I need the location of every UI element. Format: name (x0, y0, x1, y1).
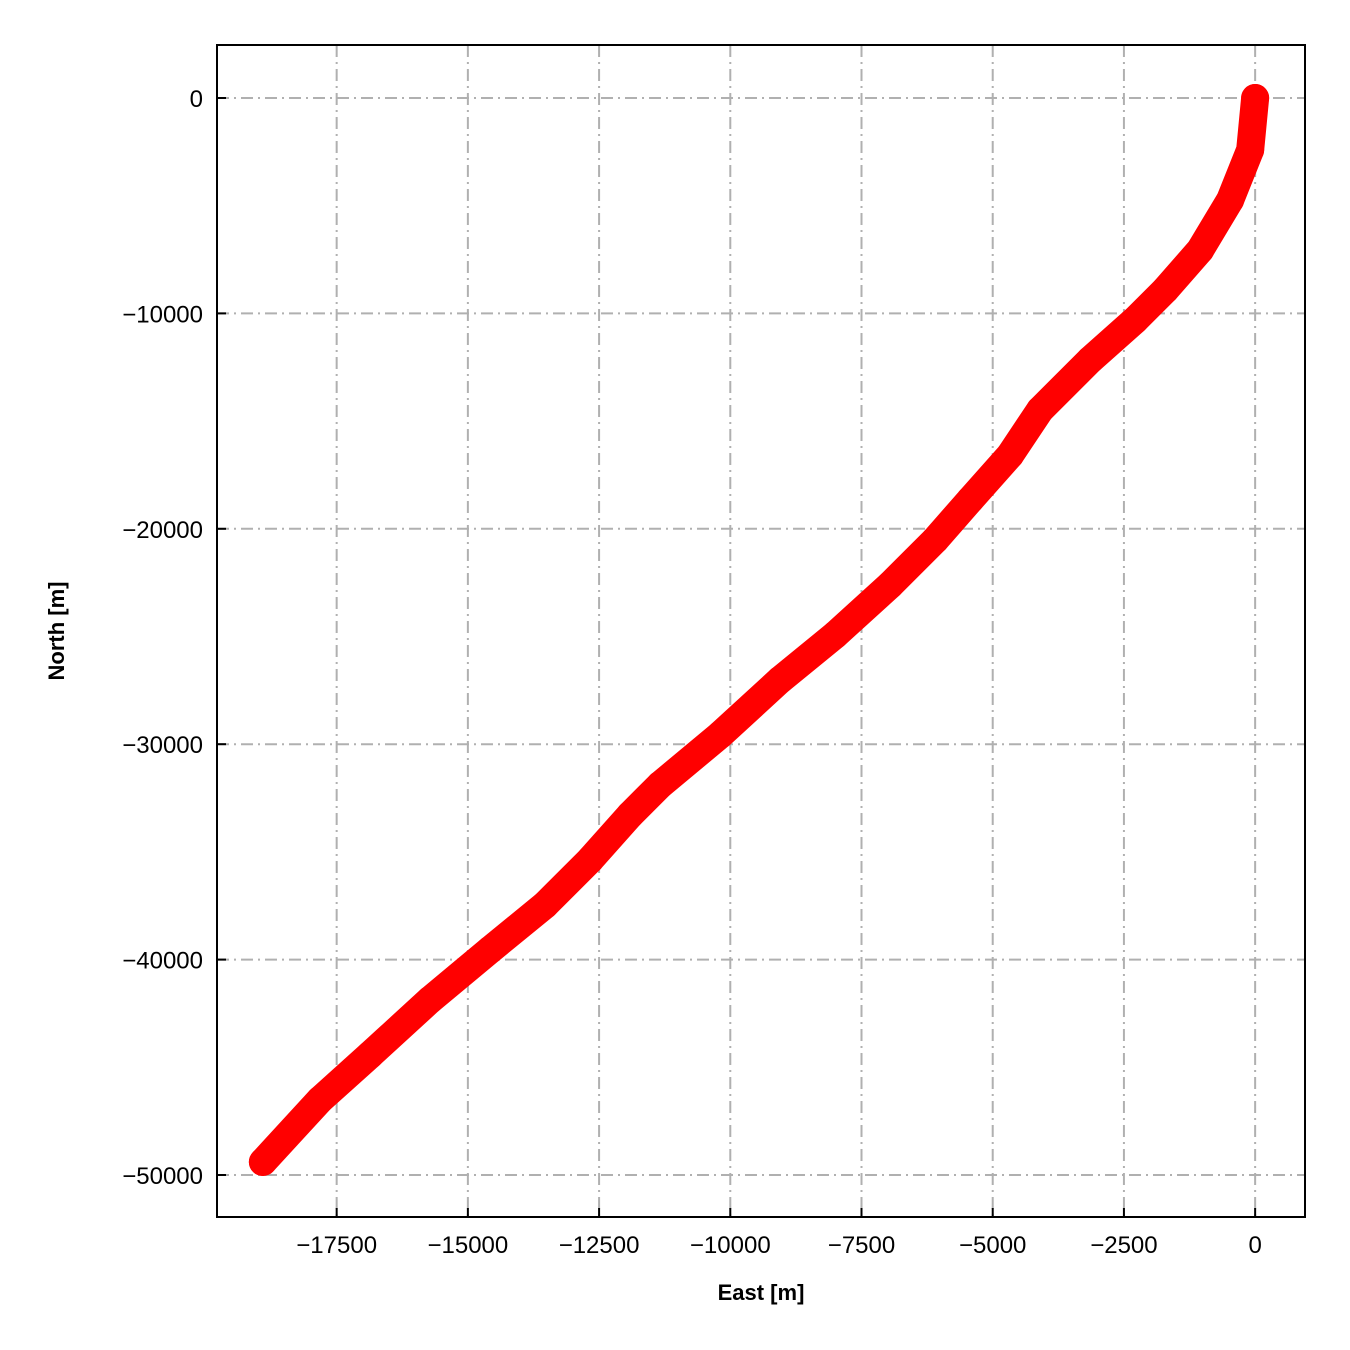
point (305, 1085, 334, 1114)
y-axis-title: North [m] (44, 582, 69, 681)
x-tick-label: −7500 (828, 1232, 895, 1259)
point (575, 845, 604, 874)
y-tick-label: −10000 (122, 301, 203, 328)
point (1186, 235, 1215, 264)
point (475, 935, 504, 964)
y-tick-label: −30000 (122, 732, 203, 759)
point (706, 720, 735, 749)
point (1236, 135, 1265, 164)
point (645, 770, 674, 799)
point (1026, 395, 1055, 424)
point (1121, 306, 1150, 335)
x-tick-label: −15000 (427, 1232, 508, 1259)
x-axis-title: East [m] (718, 1280, 805, 1305)
point (821, 620, 850, 649)
point (615, 800, 644, 829)
x-tick-label: −5000 (959, 1232, 1026, 1259)
x-tick-label: −2500 (1090, 1232, 1157, 1259)
point (415, 985, 444, 1014)
y-tick-label: 0 (190, 86, 203, 113)
y-tick-label: −50000 (122, 1163, 203, 1190)
point (956, 485, 985, 514)
y-tick-label: −20000 (122, 517, 203, 544)
point (1076, 346, 1105, 375)
point (921, 525, 950, 554)
point (765, 665, 794, 694)
point (996, 440, 1025, 469)
x-tick-label: −10000 (690, 1232, 771, 1259)
y-tick-label: −40000 (122, 948, 203, 975)
point (876, 570, 905, 599)
point (530, 890, 559, 919)
point (355, 1040, 384, 1069)
point (1241, 83, 1270, 112)
plot-frame (216, 44, 1306, 1218)
point (1216, 185, 1245, 214)
point (1151, 275, 1180, 304)
x-tick-label: −12500 (559, 1232, 640, 1259)
x-tick-label: −17500 (296, 1232, 377, 1259)
point (248, 1147, 277, 1176)
x-tick-label: 0 (1248, 1232, 1261, 1259)
